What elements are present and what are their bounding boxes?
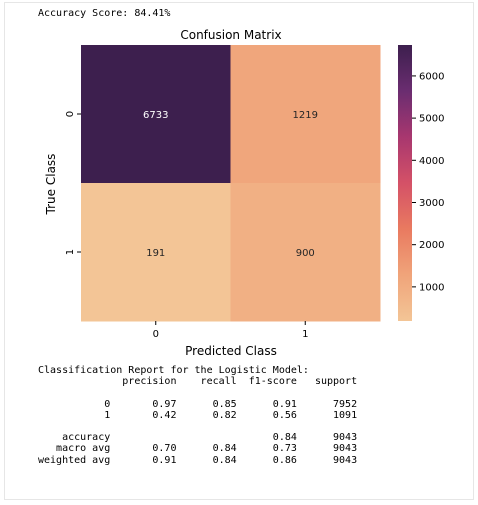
colorbar-tick-label: 1000 [419,282,444,293]
colorbar-tick-label: 3000 [419,198,444,209]
colorbar-ticks: 1000 2000 3000 4000 5000 6000 [412,71,444,293]
classification-report: Classification Report for the Logistic M… [38,365,357,466]
report-title: Classification Report for the Logistic M… [38,365,309,376]
heatmap-cell [81,45,231,184]
heatmap-cell [230,45,381,184]
report-rows: 0 0.97 0.85 0.91 7952 1 0.42 0.82 0.56 1… [38,398,358,466]
x-tick-label: 1 [302,329,308,340]
cell-value-label: 6733 [143,110,168,121]
cell-value-label: 1219 [293,110,318,121]
cell-value-label: 900 [296,248,315,259]
heatmap-cell [81,183,231,322]
x-tick-label: 0 [153,329,159,340]
colorbar-tick-label: 2000 [419,240,444,251]
colorbar [398,45,412,321]
y-tick-label: 0 [65,111,76,117]
colorbar-tick-label: 5000 [419,114,444,125]
colorbar-tick-label: 6000 [419,71,444,82]
accuracy-score-text: Accuracy Score: 84.41% [38,8,171,19]
colorbar-tick-label: 4000 [419,156,444,167]
y-axis-label: True Class [44,154,58,216]
cell-value-label: 191 [146,248,165,259]
y-axis: 01 [65,111,81,255]
heatmap-cell [230,183,381,322]
x-axis-label: Predicted Class [185,344,277,358]
y-tick-label: 1 [65,249,76,255]
heatmap-cells: 6733 1219 191 900 [81,45,381,322]
report-header: precision recall f1-score support [38,376,358,388]
chart-title: Confusion Matrix [180,28,281,42]
